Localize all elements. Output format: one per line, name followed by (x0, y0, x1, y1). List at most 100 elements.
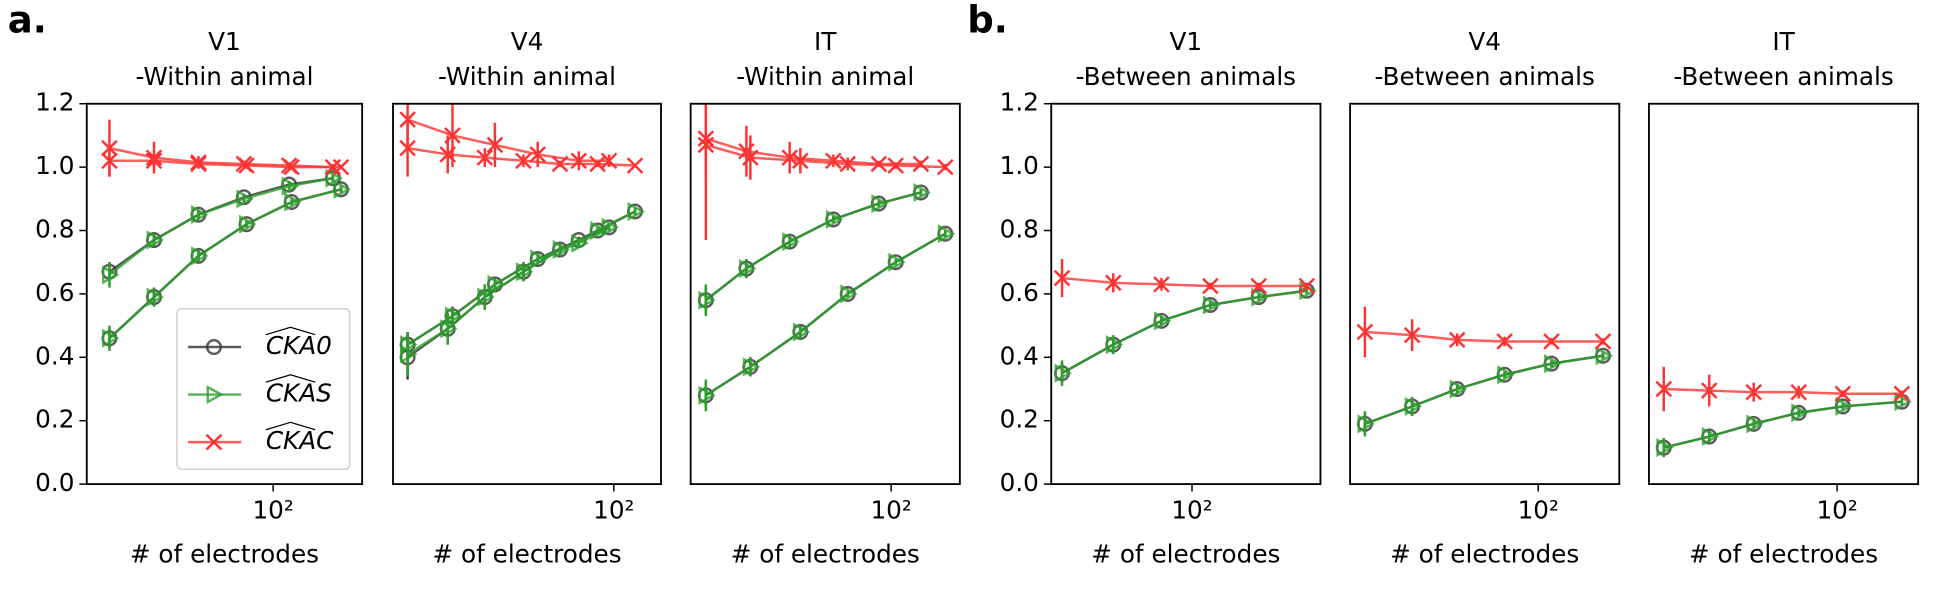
series-line (1061, 289, 1307, 375)
axes-frame (689, 102, 961, 486)
marker (1496, 333, 1513, 350)
y-tick-label: 1.0 (35, 151, 74, 180)
y-tick-label: 0.6 (35, 278, 74, 307)
marker (1357, 414, 1375, 434)
marker (792, 152, 809, 170)
marker (698, 385, 716, 405)
axes-frame (1050, 102, 1322, 486)
marker (570, 152, 588, 170)
series-line (109, 146, 333, 169)
marker (887, 157, 905, 174)
series-line (705, 232, 946, 397)
marker (840, 284, 858, 304)
marker (1894, 392, 1912, 412)
marker (590, 221, 608, 241)
marker (627, 202, 646, 221)
marker (1202, 277, 1219, 295)
marker (1449, 379, 1468, 399)
marker (742, 149, 759, 166)
marker (1053, 269, 1071, 287)
marker (871, 194, 889, 214)
marker (1790, 383, 1807, 401)
marker (1251, 287, 1269, 307)
marker (1153, 276, 1170, 293)
panel-title: V1 (208, 27, 241, 56)
x-axis-label: # of electrodes (1390, 540, 1579, 569)
marker (238, 157, 255, 174)
x-tick-label: 10² (1518, 495, 1559, 524)
x-tick-label: 10² (593, 495, 634, 524)
legend-marker (205, 338, 222, 356)
marker (515, 152, 532, 170)
marker (102, 265, 120, 285)
marker (1104, 274, 1122, 292)
marker (102, 328, 120, 348)
legend-label: CKAC (266, 426, 334, 455)
marker (281, 176, 300, 196)
marker (191, 246, 209, 266)
marker (839, 155, 857, 173)
x-tick-label: 10² (1816, 495, 1857, 524)
series-line (1364, 354, 1604, 426)
series-line (1663, 400, 1902, 449)
plot-area (1356, 306, 1614, 437)
series-line (1364, 354, 1604, 426)
x-axis-label: # of electrodes (130, 540, 319, 569)
marker (1834, 385, 1852, 403)
marker (1403, 326, 1421, 344)
y-tick-label: 0.0 (35, 468, 74, 497)
marker (283, 158, 300, 176)
panel-title: V4 (1468, 27, 1501, 56)
panel-label: a. (8, 0, 47, 42)
marker (1154, 311, 1172, 331)
marker (742, 357, 761, 377)
y-tick-label: 0.6 (1000, 278, 1039, 307)
marker (1655, 380, 1673, 398)
panel-subtitle: -Between animals (1076, 62, 1296, 91)
legend-hat (265, 374, 316, 383)
series-line (705, 191, 922, 302)
marker (1791, 403, 1809, 423)
marker (1656, 438, 1674, 458)
marker (439, 146, 457, 163)
y-tick-label: 0.8 (35, 215, 74, 244)
panel-title: V1 (1170, 27, 1203, 56)
plot-area (101, 119, 352, 351)
series-line (407, 118, 610, 163)
x-axis-label: # of electrodes (731, 540, 920, 569)
marker (332, 158, 350, 176)
marker (529, 146, 546, 163)
marker (1701, 427, 1720, 447)
marker (476, 149, 494, 166)
marker (697, 136, 715, 154)
marker (445, 306, 463, 326)
marker (486, 136, 504, 154)
marker (399, 111, 416, 128)
marker (1250, 277, 1268, 295)
marker (792, 322, 811, 342)
plot-area (1053, 259, 1317, 386)
marker (589, 155, 606, 173)
y-tick-label: 0.0 (1000, 468, 1039, 497)
marker (552, 240, 571, 260)
x-axis-label: # of electrodes (1689, 540, 1878, 569)
series-line (1061, 276, 1307, 288)
panel-subtitle: -Between animals (1374, 62, 1594, 91)
panel-label: b. (967, 0, 1008, 42)
marker (1595, 346, 1614, 366)
marker (477, 287, 495, 307)
legend-hat (265, 326, 316, 336)
y-tick-label: 0.4 (35, 341, 74, 370)
marker (1497, 365, 1515, 385)
marker (937, 158, 954, 176)
y-tick-label: 0.4 (1000, 341, 1039, 370)
marker (1745, 383, 1762, 401)
marker (782, 232, 800, 252)
marker (781, 149, 798, 166)
marker (399, 139, 416, 157)
series-line (705, 143, 946, 169)
marker (440, 319, 458, 339)
marker (913, 182, 931, 202)
